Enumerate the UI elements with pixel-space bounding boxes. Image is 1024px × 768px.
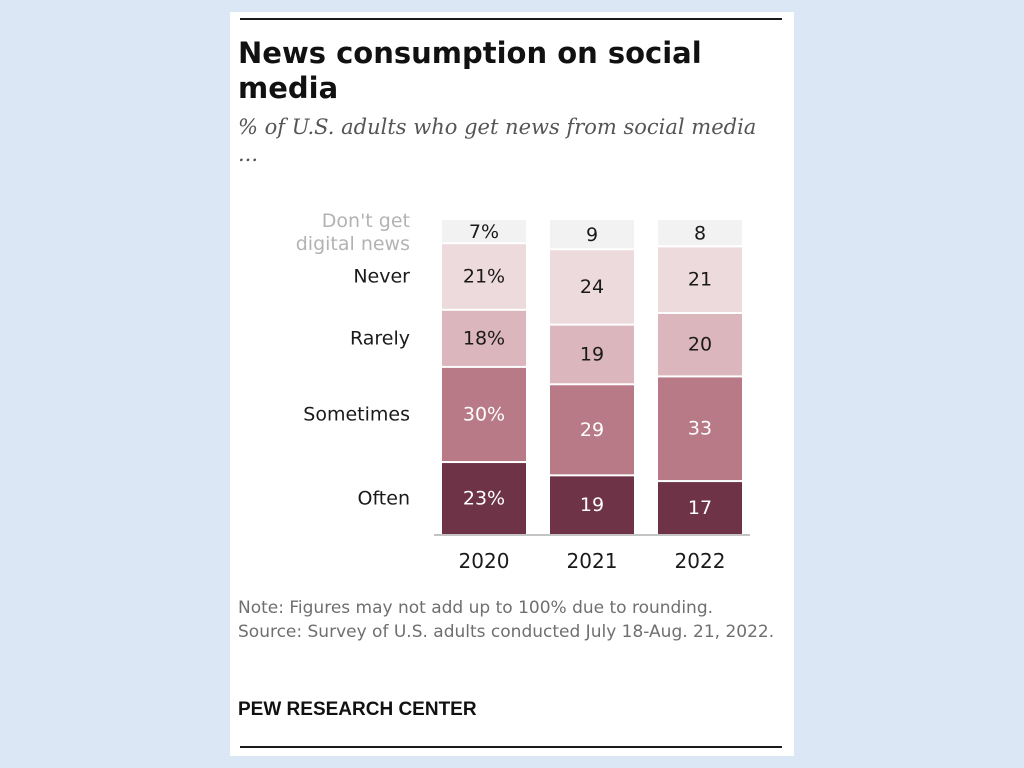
top-rule <box>240 18 782 20</box>
bar-segment-often-2020 <box>442 463 526 534</box>
x-tick-label: 2022 <box>675 549 726 573</box>
bar-segment-rarely-2021 <box>550 325 634 384</box>
data-label: 29 <box>580 419 604 441</box>
bar-segment-don-t-get-digital-news-2020 <box>442 220 526 243</box>
data-label: 23% <box>463 488 505 510</box>
x-tick-label: 2020 <box>459 549 510 573</box>
bar-segment-never-2020 <box>442 244 526 309</box>
stacked-bar-chart: 23%30%18%21%7%20201929192492021173320218… <box>296 210 750 573</box>
chart-notes: Note: Figures may not add up to 100% due… <box>238 596 783 644</box>
chart-card: News consumption on social media % of U.… <box>230 12 794 756</box>
bar-segment-rarely-2020 <box>442 310 526 366</box>
data-label: 24 <box>580 276 604 298</box>
bar-segment-sometimes-2022 <box>658 377 742 481</box>
bar-segment-sometimes-2020 <box>442 367 526 462</box>
data-label: 19 <box>580 494 604 516</box>
bar-segment-sometimes-2021 <box>550 385 634 475</box>
bar-segment-rarely-2022 <box>658 313 742 376</box>
brand-label: PEW RESEARCH CENTER <box>238 699 477 720</box>
bar-segment-don-t-get-digital-news-2022 <box>658 220 742 246</box>
source-text: Source: Survey of U.S. adults conducted … <box>238 622 775 642</box>
bottom-rule <box>240 746 782 748</box>
data-label: 21% <box>463 266 505 288</box>
chart-title: News consumption on social media <box>238 36 702 105</box>
legend-label-dont-get-digital-news: Don't get digital news <box>296 210 410 255</box>
legend-label-rarely: Rarely <box>350 327 410 349</box>
x-tick-label: 2021 <box>567 549 618 573</box>
data-label: 9 <box>586 224 598 246</box>
data-label: 7% <box>469 221 499 243</box>
bar-segment-often-2022 <box>658 482 742 534</box>
bar-segment-never-2021 <box>550 250 634 324</box>
data-label: 17 <box>688 497 712 519</box>
data-label: 33 <box>688 418 712 440</box>
data-label: 19 <box>580 343 604 365</box>
bar-segment-often-2021 <box>550 476 634 534</box>
legend-label-never: Never <box>353 266 410 288</box>
data-label: 21 <box>688 269 712 291</box>
bar-segment-don-t-get-digital-news-2021 <box>550 220 634 249</box>
note-text: Note: Figures may not add up to 100% due… <box>238 598 714 618</box>
legend-label-sometimes: Sometimes <box>303 403 410 425</box>
legend-label-often: Often <box>358 488 411 510</box>
data-label: 30% <box>463 403 505 425</box>
data-label: 8 <box>694 223 706 245</box>
bar-segment-never-2022 <box>658 247 742 312</box>
chart-subtitle: % of U.S. adults who get news from socia… <box>238 115 757 166</box>
data-label: 20 <box>688 334 712 356</box>
data-label: 18% <box>463 327 505 349</box>
